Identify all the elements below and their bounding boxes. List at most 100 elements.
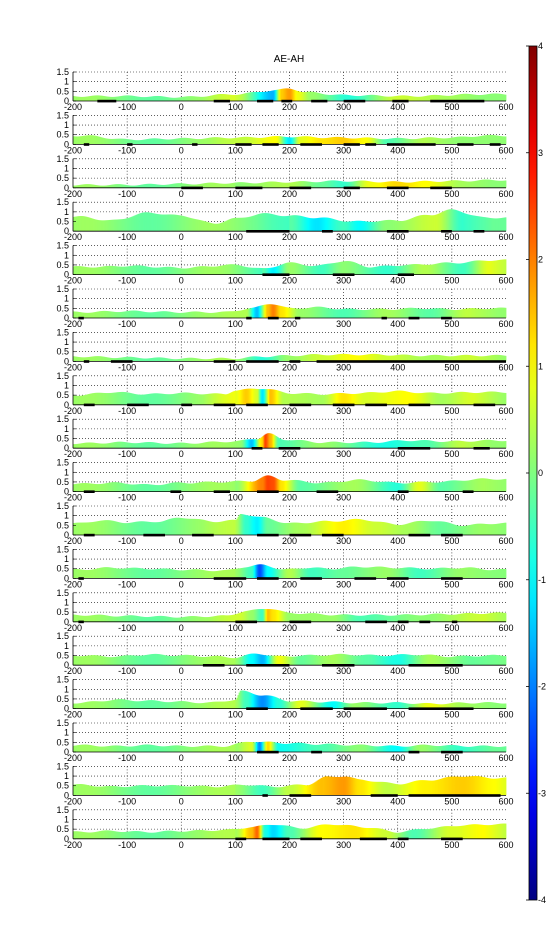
area-strip — [75, 311, 77, 318]
area-strip — [82, 357, 85, 362]
area-strip — [398, 265, 401, 275]
area-strip — [338, 482, 340, 492]
area-strip — [104, 520, 106, 535]
area-strip — [441, 212, 443, 232]
area-strip — [85, 357, 88, 362]
area-strip — [190, 518, 193, 535]
area-strip — [183, 183, 185, 188]
area-strip — [345, 393, 348, 405]
area-strip — [447, 209, 450, 232]
area-strip — [373, 308, 376, 318]
area-strip — [474, 441, 477, 449]
area-strip — [312, 307, 314, 318]
area-strip — [412, 521, 415, 535]
area-strip — [300, 355, 302, 362]
area-strip — [391, 265, 393, 275]
area-strip — [106, 265, 109, 275]
area-strip — [85, 522, 88, 535]
area-strip — [170, 518, 172, 535]
area-strip — [132, 357, 135, 362]
area-strip — [497, 354, 499, 362]
area-strip — [451, 262, 454, 275]
area-strip — [85, 216, 88, 232]
area-strip — [257, 267, 259, 275]
area-strip — [445, 95, 447, 101]
area-strip — [129, 442, 131, 449]
area-strip — [363, 310, 365, 318]
area-strip — [199, 311, 202, 318]
area-strip — [469, 94, 471, 101]
area-strip — [253, 388, 256, 405]
area-strip — [178, 215, 180, 232]
area-strip — [257, 564, 259, 579]
area-strip — [468, 136, 470, 145]
area-strip — [329, 521, 332, 535]
area-strip — [159, 138, 162, 145]
area-strip — [403, 440, 405, 449]
area-strip — [176, 442, 179, 449]
area-strip — [407, 138, 409, 145]
area-strip — [407, 307, 409, 318]
area-strip — [369, 267, 372, 275]
y-tick-label: 1 — [64, 424, 69, 434]
area-strip — [293, 479, 296, 492]
area-strip — [495, 93, 497, 101]
area-strip — [167, 358, 169, 362]
area-strip — [395, 95, 398, 101]
area-strip — [278, 305, 281, 318]
area-strip — [447, 441, 450, 449]
area-strip — [267, 518, 270, 535]
area-strip — [100, 95, 102, 101]
area-strip — [107, 185, 110, 188]
area-strip — [223, 442, 225, 449]
area-strip — [366, 267, 368, 275]
area-strip — [189, 518, 192, 535]
area-strip — [80, 443, 83, 449]
area-strip — [300, 522, 302, 535]
area-strip — [439, 95, 442, 101]
area-strip — [339, 137, 341, 145]
area-strip — [161, 311, 164, 318]
area-strip — [430, 355, 432, 362]
area-strip — [213, 571, 216, 579]
area-strip — [190, 569, 193, 579]
area-strip — [84, 394, 87, 405]
area-strip — [477, 440, 480, 449]
area-strip — [347, 138, 350, 145]
area-strip — [102, 356, 104, 362]
area-strip — [481, 309, 483, 318]
area-strip — [424, 440, 427, 449]
area-strip — [305, 481, 308, 492]
area-strip — [334, 481, 337, 492]
area-strip — [222, 137, 224, 145]
area-strip — [188, 392, 191, 405]
area-strip — [135, 214, 138, 232]
area-strip — [371, 392, 374, 405]
area-strip — [74, 484, 76, 492]
area-strip — [418, 440, 420, 449]
area-strip — [259, 267, 261, 275]
area-strip — [77, 522, 79, 535]
area-strip — [169, 139, 171, 145]
area-strip — [117, 96, 119, 101]
area-strip — [165, 139, 167, 145]
area-strip — [481, 478, 483, 492]
area-strip — [73, 484, 75, 492]
area-strip — [146, 484, 149, 492]
area-strip — [205, 266, 207, 275]
area-strip — [281, 480, 284, 492]
area-strip — [441, 95, 443, 101]
area-strip — [301, 480, 303, 492]
area-strip — [461, 93, 464, 101]
area-strip — [400, 221, 403, 232]
area-strip — [502, 180, 505, 188]
area-strip — [478, 523, 481, 535]
area-strip — [323, 307, 325, 318]
area-strip — [311, 442, 313, 449]
area-strip — [408, 182, 411, 188]
area-strip — [203, 183, 206, 188]
area-strip — [119, 266, 122, 275]
area-strip — [78, 357, 80, 362]
area-strip — [337, 441, 339, 449]
area-strip — [424, 481, 427, 492]
